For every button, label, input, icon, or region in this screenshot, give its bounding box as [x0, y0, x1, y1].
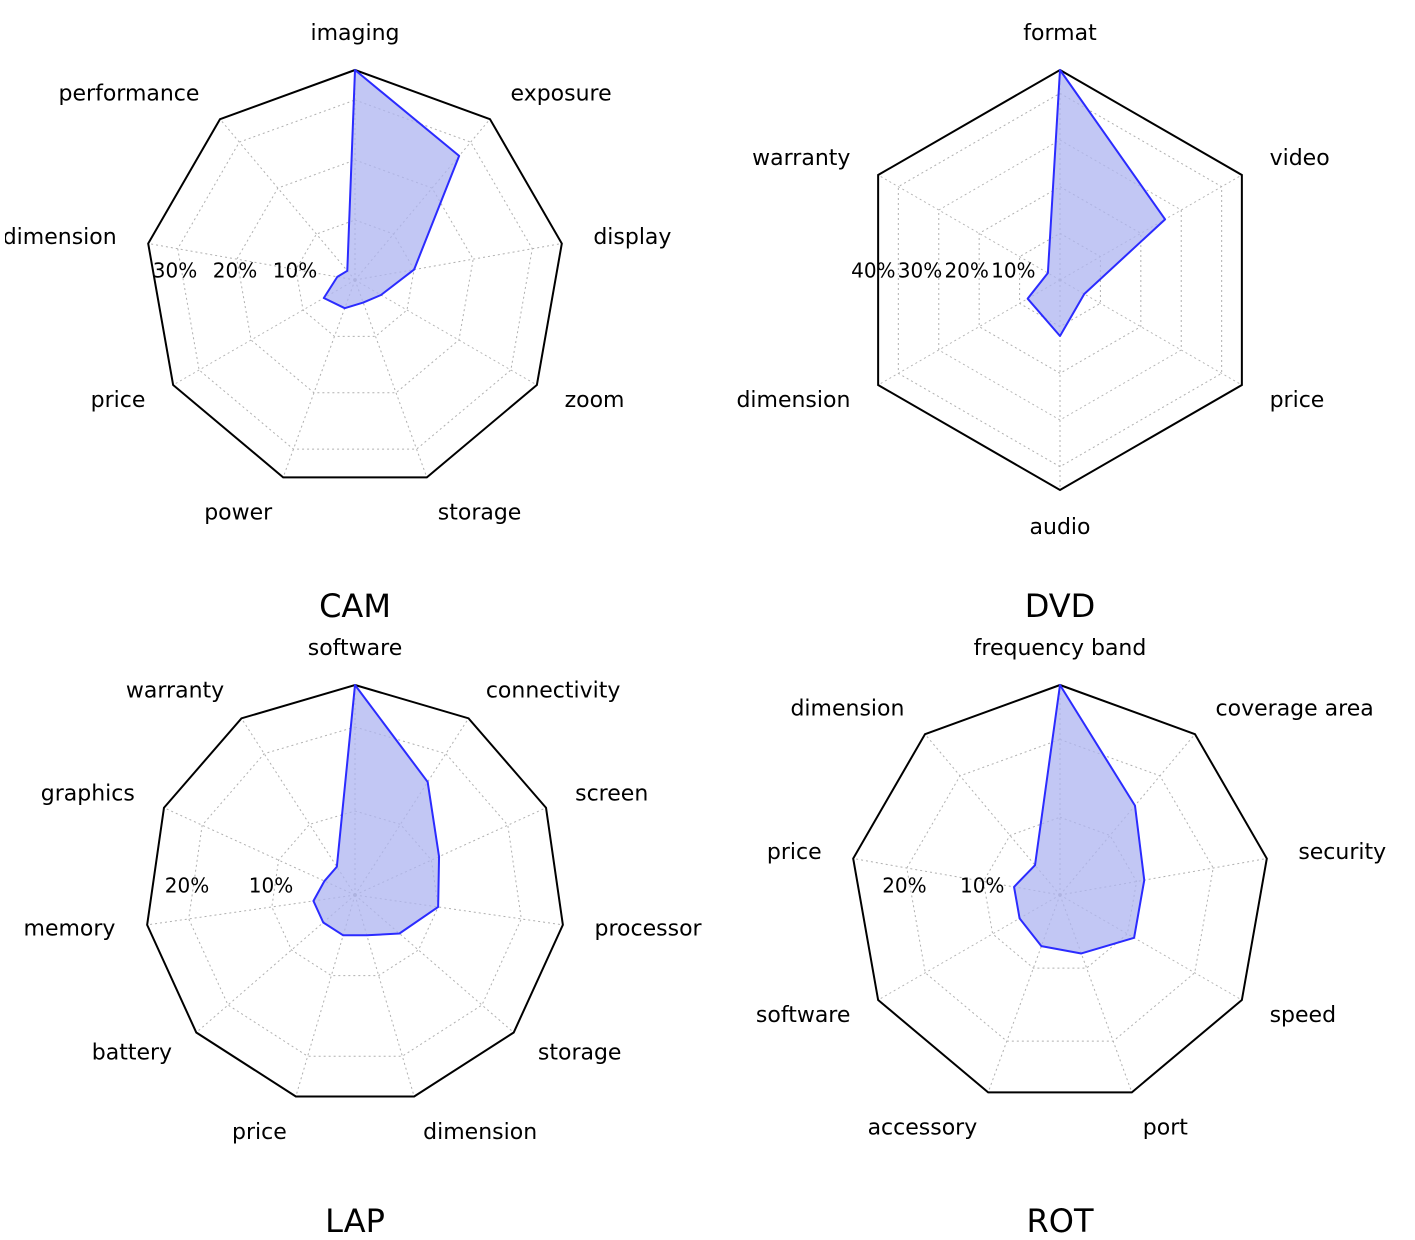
radar-svg: imaging exposure display zoom storage power pr…	[5, 0, 705, 615]
panel-title-rot: ROT	[710, 1202, 1410, 1240]
axis-label: coverage area	[1216, 697, 1374, 722]
axis-label: price	[91, 388, 146, 413]
axis-label: power	[204, 500, 273, 525]
tick-label: 30%	[898, 259, 942, 283]
axis-label: dimension	[423, 1120, 537, 1145]
tick-label: 10%	[960, 874, 1004, 898]
radar-data-polygon	[324, 70, 459, 308]
radar-chart-grid: imaging exposure display zoom storage power pr…	[0, 0, 1415, 1231]
axis-label: exposure	[511, 82, 612, 107]
axis-label: dimension	[790, 697, 904, 722]
axis-label: storage	[438, 500, 522, 525]
tick-label: 20%	[165, 874, 209, 898]
axis-label: format	[1023, 21, 1097, 46]
axis-label: processor	[595, 916, 703, 941]
radar-svg: frequency band coverage area security speed…	[710, 615, 1410, 1230]
axis-label: warranty	[752, 146, 850, 171]
axis-label: video	[1270, 146, 1330, 171]
axis-label: accessory	[868, 1115, 978, 1140]
tick-label: 10%	[991, 259, 1035, 283]
tick-label: 20%	[213, 259, 257, 283]
axis-label: price	[767, 840, 822, 865]
axis-label: battery	[92, 1040, 172, 1065]
radar-data-polygon	[1028, 70, 1165, 336]
radar-data-polygon	[313, 685, 439, 935]
axis-label: dimension	[736, 388, 850, 413]
axis-label: port	[1143, 1115, 1188, 1140]
panel-cam: imaging exposure display zoom storage power pr…	[5, 0, 705, 615]
axis-label: memory	[24, 916, 116, 941]
axis-label: software	[756, 1003, 850, 1028]
panel-rot: frequency band coverage area security speed…	[710, 615, 1410, 1230]
panel-title-lap: LAP	[5, 1202, 705, 1240]
tick-label: 30%	[153, 259, 197, 283]
axis-label: storage	[538, 1040, 622, 1065]
axis-label: performance	[59, 82, 200, 107]
axis-label: audio	[1030, 515, 1091, 540]
axis-label: software	[308, 636, 402, 661]
radar-svg: format video price audio dimension warranty 10…	[710, 0, 1410, 615]
radar-data-polygon	[1014, 685, 1144, 953]
tick-label: 10%	[273, 259, 317, 283]
panel-lap: software connectivity screen processor stora…	[5, 615, 705, 1230]
axis-label: display	[593, 225, 671, 250]
radar-svg: software connectivity screen processor stora…	[5, 615, 705, 1230]
axis-label: speed	[1270, 1003, 1336, 1028]
tick-label: 20%	[882, 874, 926, 898]
axis-label: price	[1270, 388, 1325, 413]
tick-label: 40%	[851, 259, 895, 283]
tick-label: 10%	[249, 874, 293, 898]
axis-label: dimension	[5, 225, 117, 250]
panel-dvd: format video price audio dimension warranty 10…	[710, 0, 1410, 615]
axis-label: connectivity	[486, 678, 621, 703]
axis-label: graphics	[41, 781, 135, 806]
axis-label: warranty	[126, 678, 224, 703]
axis-label: zoom	[565, 388, 625, 413]
axis-label: screen	[575, 781, 648, 806]
axis-label: security	[1298, 840, 1386, 865]
axis-label: price	[232, 1120, 287, 1145]
tick-label: 20%	[944, 259, 988, 283]
axis-label: imaging	[310, 21, 399, 46]
axis-label: frequency band	[974, 636, 1147, 661]
